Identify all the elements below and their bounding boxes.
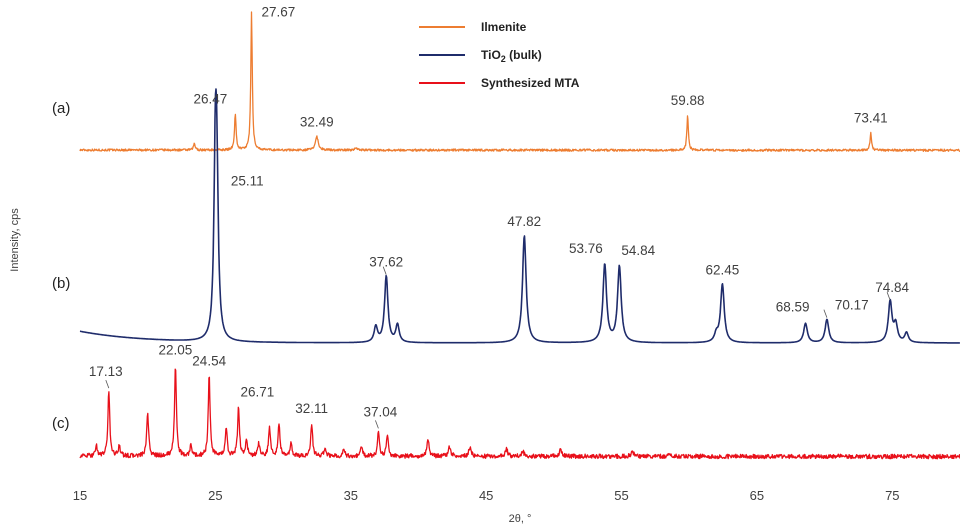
peak-label: 74.84: [875, 280, 909, 295]
legend-label: Ilmenite: [481, 20, 527, 34]
peak-label-leader: [382, 266, 387, 275]
panel-label-a: (a): [52, 100, 70, 117]
peak-label: 54.84: [621, 243, 655, 258]
peak-label: 25.11: [231, 173, 264, 188]
x-tick-label: 35: [344, 488, 358, 503]
peak-label: 32.11: [295, 401, 328, 416]
y-axis-label: Intensity, cps: [9, 208, 21, 272]
legend: Ilmenite TiO2 (bulk) Synthesized MTA: [419, 20, 580, 90]
peak-label: 70.17: [835, 298, 869, 313]
peak-label: 59.88: [671, 93, 705, 108]
peak-label: 32.49: [300, 115, 334, 130]
panel-label-c: (c): [52, 415, 70, 432]
peak-label: 26.47: [194, 92, 228, 107]
legend-label: Synthesized MTA: [481, 76, 580, 90]
peak-label-leader: [105, 379, 110, 389]
peak-label: 26.71: [241, 385, 275, 400]
x-tick-label: 55: [614, 488, 628, 503]
peak-label: 62.45: [706, 263, 740, 278]
peak-label: 37.62: [369, 255, 403, 270]
peak-label: 68.59: [776, 300, 810, 315]
peak-label: 73.41: [854, 110, 888, 125]
peak-label: 17.13: [89, 364, 123, 379]
x-tick-label: 65: [750, 488, 764, 503]
peak-label: 53.76: [569, 241, 603, 256]
legend-label: TiO2 (bulk): [481, 48, 542, 64]
x-tick-label: 25: [208, 488, 222, 503]
x-axis-ticks: 15 25 35 45 55 65 75: [73, 488, 900, 503]
peak-label: 47.82: [507, 214, 541, 229]
series-layer: [79, 11, 960, 460]
panel-label-b: (b): [52, 275, 70, 292]
peak-label-leader: [823, 309, 828, 318]
x-tick-label: 75: [885, 488, 899, 503]
series-line-synthesized-mta: [79, 368, 960, 460]
peak-label: 37.04: [364, 404, 398, 419]
peak-label-leader: [886, 291, 891, 301]
peak-label: 24.54: [192, 354, 226, 369]
x-axis-label: 2θ, °: [509, 513, 532, 525]
x-tick-label: 45: [479, 488, 493, 503]
series-line-tio2-bulk: [79, 88, 960, 344]
series-line-ilmenite: [79, 11, 960, 152]
x-tick-label: 15: [73, 488, 87, 503]
peak-labels-layer: (a) 26.47 27.67 32.49 59.88 73.41 (b) 25.11 37.6…: [52, 4, 909, 432]
peak-label: 27.67: [262, 4, 296, 19]
peak-label: 22.05: [159, 343, 193, 358]
peak-label-leader: [375, 420, 379, 429]
